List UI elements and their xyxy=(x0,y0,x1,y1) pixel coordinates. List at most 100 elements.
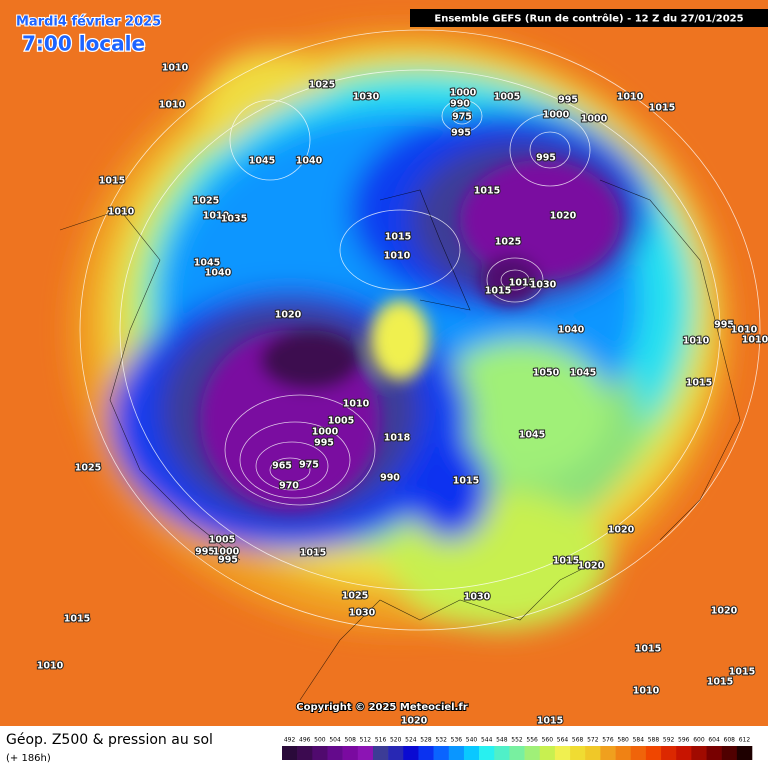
colorbar-tick-label: 548 xyxy=(496,737,508,744)
colorbar-tick-label: 504 xyxy=(329,737,341,744)
colorbar-tick-label: 528 xyxy=(420,737,432,744)
colorbar-tick-label: 544 xyxy=(481,737,493,744)
colorbar-swatch xyxy=(691,746,707,760)
pressure-label: 975 xyxy=(299,460,319,471)
pressure-label: 975 xyxy=(452,112,472,123)
pressure-label: 995 xyxy=(195,547,215,558)
colorbar-tick-label: 560 xyxy=(542,737,554,744)
pressure-label: 1025 xyxy=(75,463,101,474)
colorbar-swatch xyxy=(570,746,586,760)
colorbar-swatch xyxy=(463,746,480,760)
pressure-label: 1015 xyxy=(729,667,755,678)
colorbar-tick-label: 584 xyxy=(633,737,645,744)
colorbar-swatch xyxy=(448,746,465,760)
colorbar-swatch xyxy=(615,746,632,760)
pressure-label: 1000 xyxy=(543,110,570,121)
colorbar-swatch xyxy=(645,746,662,760)
pressure-label: 995 xyxy=(314,438,334,449)
pressure-label: 1000 xyxy=(213,547,240,558)
colorbar-tick-label: 536 xyxy=(451,737,463,744)
colorbar-tick-label: 592 xyxy=(663,737,675,744)
pressure-label: 995 xyxy=(218,555,238,566)
colorbar-swatch xyxy=(312,746,328,760)
pressure-label: 995 xyxy=(536,153,556,164)
colorbar-tick-label: 512 xyxy=(360,737,372,744)
colorbar-swatch xyxy=(327,746,343,760)
coastlines xyxy=(59,179,741,701)
colorbar-tick-label: 612 xyxy=(739,737,751,744)
pressure-label: 1020 xyxy=(608,525,635,536)
pressure-label: 970 xyxy=(279,481,299,492)
pressure-label: 1010 xyxy=(683,336,710,347)
pressure-label: 1020 xyxy=(550,211,577,222)
colorbar-tick-label: 596 xyxy=(678,737,690,744)
colorbar-swatch xyxy=(554,746,571,760)
pressure-label: 1005 xyxy=(494,92,520,103)
colorbar-tick-label: 500 xyxy=(314,737,326,744)
footer-lead: (+ 186h) xyxy=(6,753,51,764)
colorbar-swatch xyxy=(479,746,495,760)
colorbar-swatch xyxy=(524,746,541,760)
pressure-label: 1020 xyxy=(711,606,738,617)
pressure-label: 1010 xyxy=(343,399,370,410)
colorbar-tick-label: 492 xyxy=(284,737,296,744)
colorbar-tick-label: 588 xyxy=(648,737,660,744)
colorbar-swatch xyxy=(706,746,722,760)
colorbar: 492 496 500 504 508 512 516 520 524 528 532 536 540 5… xyxy=(282,737,753,760)
local-time: 7:00 locale xyxy=(22,32,145,56)
colorbar-swatch xyxy=(585,746,601,760)
colorbar-swatch xyxy=(600,746,616,760)
colorbar-tick-label: 520 xyxy=(390,737,402,744)
pressure-label: 1010 xyxy=(37,661,64,672)
pressure-label: 1030 xyxy=(353,92,380,103)
colorbar-tick-label: 552 xyxy=(511,737,523,744)
colorbar-tick-label: 516 xyxy=(375,737,387,744)
valid-date: Mardi4 février 2025 xyxy=(16,15,161,30)
pressure-label: 1025 xyxy=(342,591,368,602)
colorbar-tick-label: 508 xyxy=(344,737,356,744)
pressure-label: 1015 xyxy=(553,556,579,567)
colorbar-swatch xyxy=(661,746,677,760)
pressure-label: 965 xyxy=(272,461,292,472)
colorbar-tick-label: 540 xyxy=(466,737,478,744)
pressure-label: 1010 xyxy=(108,207,135,218)
pressure-label: 1020 xyxy=(401,716,428,727)
pressure-label: 1040 xyxy=(296,156,323,167)
colorbar-tick-label: 576 xyxy=(602,737,614,744)
pressure-label: 1030 xyxy=(349,608,376,619)
pressure-label: 1015 xyxy=(474,186,500,197)
pressure-label: 1045 xyxy=(194,258,220,269)
colorbar-swatch xyxy=(388,746,404,760)
colorbar-tick-label: 600 xyxy=(693,737,705,744)
pressure-label: 1010 xyxy=(384,251,411,262)
colorbar-swatch xyxy=(403,746,419,760)
colorbar-tick-label: 524 xyxy=(405,737,417,744)
model-run: Ensemble GEFS (Run de contrôle) - 12 Z d… xyxy=(434,13,743,25)
footer-title: Géop. Z500 & pression au sol xyxy=(6,732,213,748)
pressure-label: 995 xyxy=(451,128,471,139)
colorbar-tick-label: 496 xyxy=(299,737,311,744)
copyright: Copyright © 2025 Meteociel.fr xyxy=(296,702,467,713)
colorbar-tick-label: 568 xyxy=(572,737,584,744)
pressure-label: 1015 xyxy=(509,278,535,289)
pressure-label: 1050 xyxy=(533,368,560,379)
colorbar-swatch xyxy=(282,746,298,760)
colorbar-tick-label: 564 xyxy=(557,737,569,744)
pressure-label: 1010 xyxy=(633,686,660,697)
colorbar-swatch xyxy=(297,746,313,760)
pressure-label: 1020 xyxy=(578,561,605,572)
colorbar-tick-label: 572 xyxy=(587,737,599,744)
pressure-label: 1025 xyxy=(309,80,335,91)
pressure-label: 1010 xyxy=(617,92,644,103)
pressure-label: 1030 xyxy=(464,592,491,603)
pressure-label: 1010 xyxy=(203,211,230,222)
pressure-label: 1020 xyxy=(275,310,302,321)
pressure-label: 1045 xyxy=(519,430,545,441)
pressure-label: 1035 xyxy=(221,214,247,225)
colorbar-tick-label: 608 xyxy=(724,737,736,744)
pressure-label: 1025 xyxy=(495,237,521,248)
pressure-label: 1025 xyxy=(193,196,219,207)
pressure-label: 1045 xyxy=(249,156,275,167)
